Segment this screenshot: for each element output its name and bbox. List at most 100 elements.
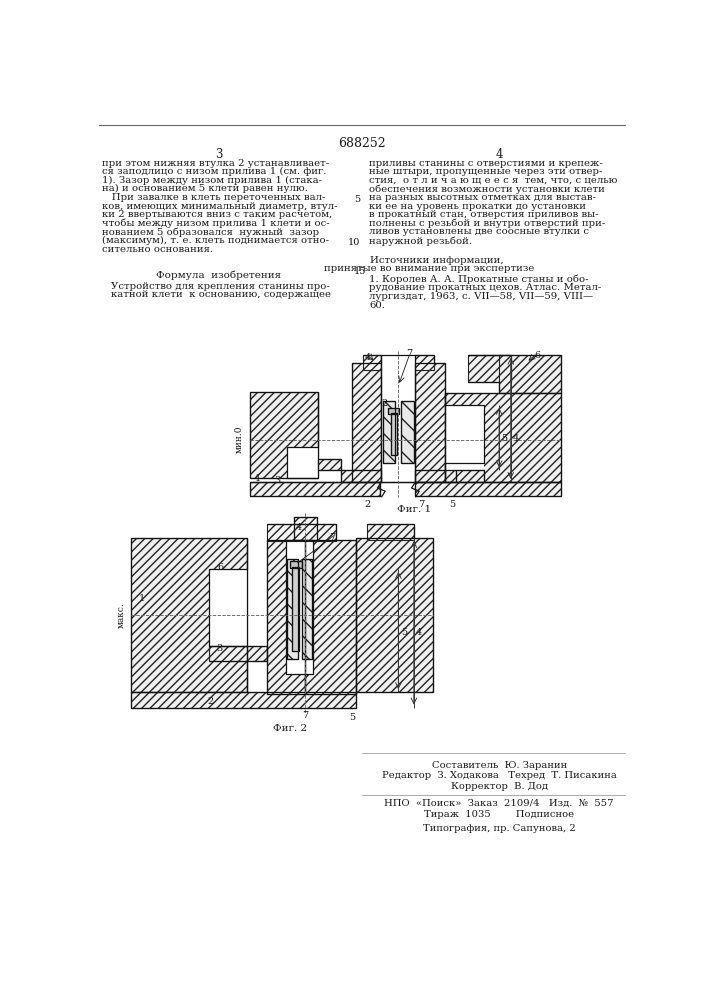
Text: на) и основанием 5 клети равен нулю.: на) и основанием 5 клети равен нулю. bbox=[102, 184, 308, 193]
Bar bbox=[305, 540, 356, 694]
Bar bbox=[131, 692, 356, 708]
Text: чтобы между низом прилива 1 клети и ос-: чтобы между низом прилива 1 клети и ос- bbox=[102, 219, 329, 228]
Text: Составитель  Ю. Заранин: Составитель Ю. Заранин bbox=[431, 761, 567, 770]
Text: 15: 15 bbox=[354, 267, 366, 276]
Bar bbox=[468, 355, 510, 382]
Text: принятые во внимание при экспертизе: принятые во внимание при экспертизе bbox=[325, 264, 534, 273]
Text: 1: 1 bbox=[139, 594, 145, 603]
Bar bbox=[352, 363, 381, 482]
Text: ки ее на уровень прокатки до установки: ки ее на уровень прокатки до установки bbox=[369, 202, 586, 211]
Text: Фиг. 1: Фиг. 1 bbox=[397, 505, 431, 514]
Text: 7: 7 bbox=[303, 711, 308, 720]
Text: 3: 3 bbox=[216, 644, 223, 653]
Text: НПО  «Поиск»  Заказ  2109/4   Изд.  №  557: НПО «Поиск» Заказ 2109/4 Изд. № 557 bbox=[385, 799, 614, 808]
Text: рудование прокатных цехов. Атлас. Метал-: рудование прокатных цехов. Атлас. Метал- bbox=[369, 283, 601, 292]
Text: 4: 4 bbox=[496, 148, 503, 161]
Text: Редактор  З. Ходакова   Техред  Т. Писакина: Редактор З. Ходакова Техред Т. Писакина bbox=[382, 771, 617, 780]
Bar bbox=[445, 405, 484, 470]
Text: Фиг. 2: Фиг. 2 bbox=[273, 724, 307, 733]
Text: лургиздат, 1963, с. VII—58, VII—59, VIII—: лургиздат, 1963, с. VII—58, VII—59, VIII… bbox=[369, 292, 593, 301]
Text: ся заподлицо с низом прилива 1 (см. фиг.: ся заподлицо с низом прилива 1 (см. фиг. bbox=[102, 167, 326, 176]
Text: приливы станины с отверстиями и крепеж-: приливы станины с отверстиями и крепеж- bbox=[369, 158, 602, 167]
Bar bbox=[267, 524, 337, 541]
Bar bbox=[368, 524, 414, 540]
Text: 6: 6 bbox=[218, 563, 224, 572]
Text: в прокатный стан, отверстия приливов вы-: в прокатный стан, отверстия приливов вы- bbox=[369, 210, 598, 219]
Text: (максимум), т. е. клеть поднимается отно-: (максимум), т. е. клеть поднимается отно… bbox=[102, 236, 329, 245]
Bar bbox=[317, 459, 341, 470]
Text: Источники информации,: Источники информации, bbox=[370, 256, 504, 265]
Bar bbox=[267, 540, 305, 694]
Bar bbox=[131, 538, 247, 692]
Bar bbox=[209, 646, 267, 661]
Bar bbox=[250, 392, 317, 478]
Text: 4: 4 bbox=[365, 353, 371, 362]
Text: 5: 5 bbox=[349, 713, 355, 722]
Bar bbox=[416, 470, 456, 482]
Bar bbox=[456, 470, 484, 482]
Bar bbox=[383, 401, 395, 463]
Text: полнены с резьбой и внутри отверстий при-: полнены с резьбой и внутри отверстий при… bbox=[369, 219, 605, 228]
Bar bbox=[293, 517, 317, 540]
Text: При завалке в клеть переточенных вал-: При завалке в клеть переточенных вал- bbox=[102, 193, 325, 202]
Text: мин.0: мин.0 bbox=[235, 426, 243, 453]
Text: 6: 6 bbox=[534, 351, 540, 360]
Text: 7: 7 bbox=[419, 500, 425, 509]
Text: 3: 3 bbox=[274, 476, 281, 485]
Bar bbox=[416, 355, 434, 370]
Text: 5: 5 bbox=[354, 195, 361, 204]
Text: стия,  о т л и ч а ю щ е е с я  тем, что, с целью: стия, о т л и ч а ю щ е е с я тем, что, … bbox=[369, 176, 617, 185]
Bar bbox=[341, 470, 381, 482]
Text: 2: 2 bbox=[364, 500, 370, 509]
Text: сительно основания.: сительно основания. bbox=[102, 245, 213, 254]
Text: ков, имеющих минимальный диаметр, втул-: ков, имеющих минимальный диаметр, втул- bbox=[102, 202, 337, 211]
Bar bbox=[290, 561, 301, 568]
Bar bbox=[287, 447, 317, 478]
Bar bbox=[286, 540, 313, 674]
Text: 1). Зазор между низом прилива 1 (стака-: 1). Зазор между низом прилива 1 (стака- bbox=[102, 176, 322, 185]
Text: ки 2 ввертываются вниз с таким расчетом,: ки 2 ввертываются вниз с таким расчетом, bbox=[102, 210, 332, 219]
Bar bbox=[445, 393, 561, 482]
Bar bbox=[292, 567, 299, 651]
Bar bbox=[287, 559, 298, 659]
Text: 4: 4 bbox=[513, 434, 518, 443]
Text: Тираж  1035        Подписное: Тираж 1035 Подписное bbox=[424, 810, 574, 819]
Bar bbox=[356, 538, 433, 692]
Text: наружной резьбой.: наружной резьбой. bbox=[369, 236, 472, 246]
Bar bbox=[416, 482, 561, 496]
Bar bbox=[363, 355, 381, 370]
Text: катной клети  к основанию, содержащее: катной клети к основанию, содержащее bbox=[111, 290, 331, 299]
Text: макс.: макс. bbox=[117, 602, 126, 628]
Bar bbox=[209, 569, 247, 646]
Text: 10: 10 bbox=[348, 238, 361, 247]
Bar bbox=[499, 355, 561, 393]
Text: 688252: 688252 bbox=[338, 137, 386, 150]
Text: 5: 5 bbox=[501, 434, 508, 443]
Text: 5: 5 bbox=[401, 628, 407, 637]
Bar bbox=[416, 363, 445, 482]
Text: Устройство для крепления станины про-: Устройство для крепления станины про- bbox=[111, 282, 329, 291]
Text: ные штыри, пропущенные через эти отвер-: ные штыри, пропущенные через эти отвер- bbox=[369, 167, 602, 176]
Bar bbox=[301, 559, 312, 659]
Bar bbox=[388, 408, 399, 414]
Bar bbox=[391, 413, 397, 455]
Text: обеспечения возможности установки клети: обеспечения возможности установки клети bbox=[369, 184, 604, 194]
Bar bbox=[381, 355, 416, 482]
Text: 2: 2 bbox=[381, 399, 387, 408]
Text: при этом нижняя втулка 2 устанавливает-: при этом нижняя втулка 2 устанавливает- bbox=[102, 158, 329, 167]
Text: 4: 4 bbox=[416, 628, 421, 637]
Text: 1: 1 bbox=[255, 474, 262, 483]
Text: ливов установлены две соосные втулки с: ливов установлены две соосные втулки с bbox=[369, 227, 589, 236]
Text: 3: 3 bbox=[215, 148, 222, 161]
Text: на разных высотных отметках для выстав-: на разных высотных отметках для выстав- bbox=[369, 193, 596, 202]
Text: 2: 2 bbox=[207, 698, 214, 706]
Text: 7: 7 bbox=[329, 533, 335, 542]
Text: Формула  изобретения: Формула изобретения bbox=[156, 271, 281, 280]
Text: Корректор  В. Дод: Корректор В. Дод bbox=[450, 782, 548, 791]
Text: нованием 5 образовался  нужный  зазор: нованием 5 образовался нужный зазор bbox=[102, 227, 319, 237]
Bar bbox=[250, 482, 380, 496]
Text: 1. Королев А. А. Прокатные станы и обо-: 1. Королев А. А. Прокатные станы и обо- bbox=[369, 275, 588, 284]
Text: 60.: 60. bbox=[369, 301, 385, 310]
Text: 4: 4 bbox=[296, 523, 303, 532]
Text: Типография, пр. Сапунова, 2: Типография, пр. Сапунова, 2 bbox=[423, 824, 575, 833]
